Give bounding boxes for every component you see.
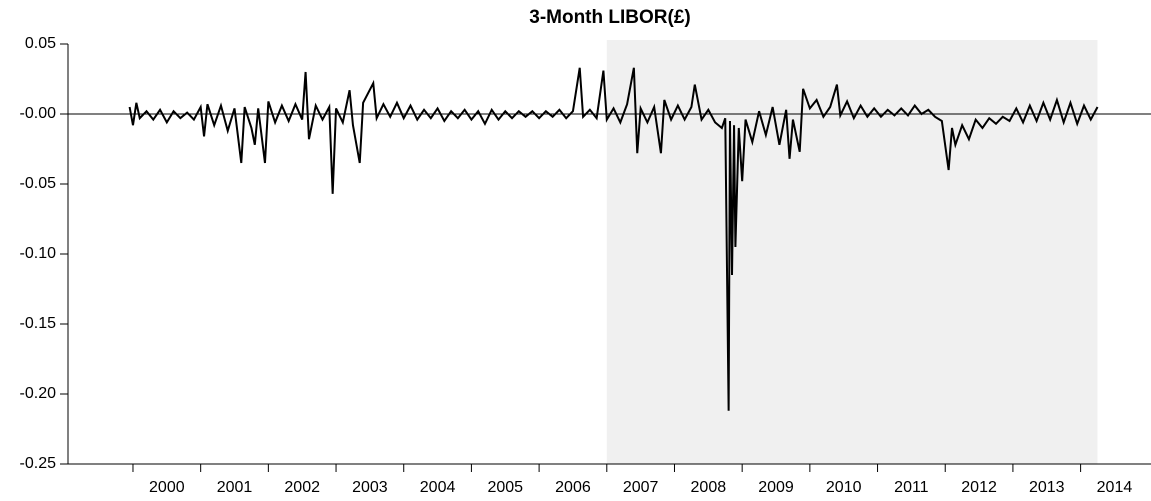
x-tick-label: 2002 [284,479,320,496]
y-tick-label: 0.05 [25,35,56,52]
series-line [128,67,1099,411]
x-tick-label: 2012 [961,479,997,496]
x-tick-label: 2007 [623,479,659,496]
x-tick-label: 2013 [1029,479,1065,496]
x-tick-label: 2006 [555,479,591,496]
x-tick-label: 2000 [149,479,185,496]
x-tick-label: 2005 [487,479,523,496]
chart-title: 3-Month LIBOR(£) [529,7,690,28]
x-tick-label: 2004 [420,479,456,496]
x-tick-label: 2010 [826,479,862,496]
x-tick-label: 2014 [1097,479,1133,496]
y-tick-label: -0.15 [20,315,57,332]
y-tick-label: -0.25 [20,455,57,472]
x-tick-label: 2003 [352,479,388,496]
shaded-region [606,40,1098,464]
x-tick-label: 2008 [691,479,727,496]
x-tick-label: 2009 [758,479,794,496]
x-tick-label: 2001 [217,479,253,496]
x-tick-label: 2011 [894,479,929,496]
y-tick-label: -0.20 [20,385,57,402]
y-tick-label: -0.10 [20,245,57,262]
y-tick-label: -0.00 [20,105,57,122]
y-tick-label: -0.05 [20,175,57,192]
